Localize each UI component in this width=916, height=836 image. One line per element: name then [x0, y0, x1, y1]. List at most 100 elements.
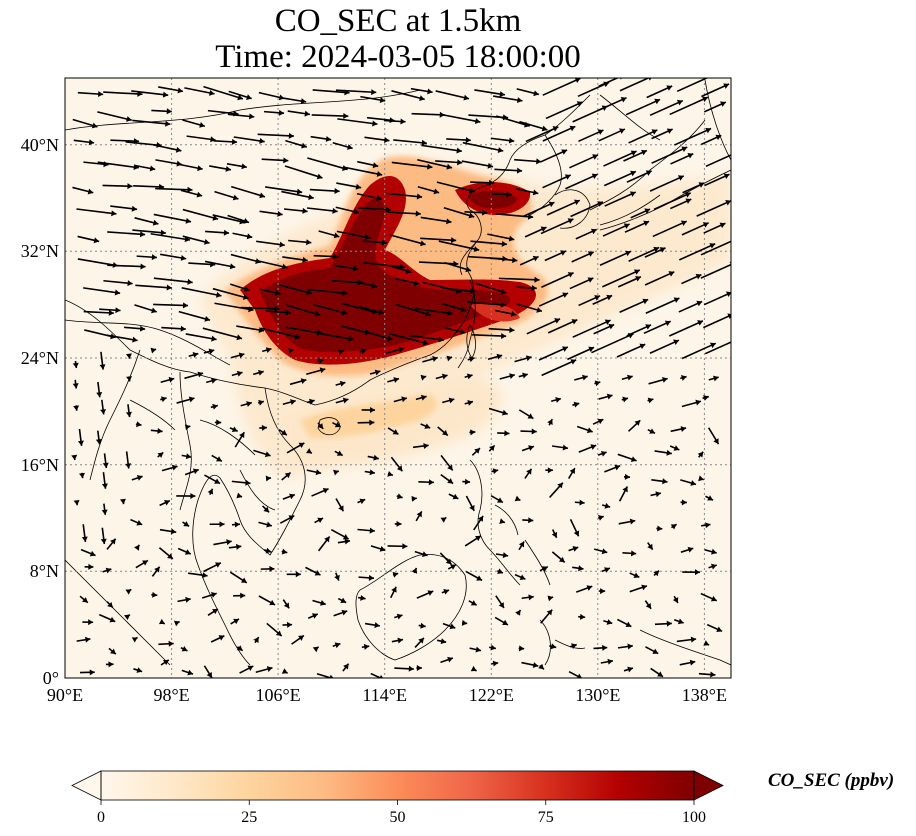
wind-vector-head: [551, 531, 558, 538]
co-concentration-field: [65, 78, 731, 678]
wind-vector-head: [312, 646, 319, 653]
wind-vector-head: [157, 452, 164, 458]
wind-vector-head: [150, 347, 157, 354]
wind-vector-head: [363, 643, 370, 650]
wind-vector-head: [498, 602, 504, 608]
colorbar-extend-max: [693, 770, 724, 801]
wind-vector: [336, 230, 371, 239]
wind-vector-head: [419, 95, 425, 102]
wind-vector-head: [333, 232, 340, 239]
wind-vector-head: [97, 91, 104, 98]
wind-vector-head: [705, 522, 711, 529]
wind-vector: [257, 133, 294, 137]
wind-vector-head: [232, 194, 239, 201]
wind-vector-head: [421, 139, 427, 146]
wind-vector-head: [343, 663, 349, 670]
wind-vector-head: [371, 282, 378, 289]
wind-vector-head: [192, 352, 199, 358]
wind-vector-head: [633, 269, 640, 275]
wind-vector-head: [100, 538, 107, 545]
wind-vector-head: [139, 231, 146, 238]
wind-vector: [669, 96, 709, 116]
wind-vector: [307, 288, 348, 295]
wind-vector-head: [317, 358, 324, 365]
wind-vector-head: [185, 596, 191, 603]
wind-vector-head: [592, 154, 598, 160]
wind-vector: [435, 90, 470, 100]
lat-tick-label: 0°: [43, 668, 59, 688]
wind-vector-head: [594, 295, 601, 301]
wind-vector: [417, 158, 453, 169]
wind-vector-head: [421, 551, 428, 557]
wind-vector: [495, 213, 534, 218]
wind-vector-head: [111, 210, 117, 217]
wind-vector-head: [231, 138, 238, 145]
wind-vector: [284, 165, 323, 179]
wind-vector: [678, 243, 716, 261]
wind-vector-head: [411, 567, 418, 574]
wind-vector: [155, 187, 193, 191]
wind-vector-head: [649, 428, 656, 434]
wind-vector-head: [716, 626, 723, 633]
wind-vector: [107, 231, 146, 236]
wind-vector-head: [298, 635, 304, 641]
wind-vector-head: [100, 409, 107, 415]
wind-vector-head: [709, 342, 716, 349]
wind-vector-head: [139, 325, 146, 332]
wind-vector-head: [372, 162, 379, 169]
wind-vector: [526, 318, 561, 335]
wind-vector-head: [124, 614, 130, 621]
wind-vector: [603, 150, 637, 167]
wind-vector: [616, 343, 646, 358]
wind-vector-head: [420, 622, 426, 629]
wind-vector-head: [210, 377, 217, 384]
wind-vector-head: [334, 421, 341, 428]
wind-vector-head: [567, 218, 574, 224]
wind-vector-head: [386, 335, 393, 342]
wind-vector-head: [685, 198, 692, 204]
wind-vector-head: [710, 595, 717, 602]
wind-vector: [441, 113, 481, 123]
wind-vector-head: [283, 602, 290, 609]
wind-vector-head: [634, 420, 641, 426]
wind-vector-head: [614, 464, 621, 471]
wind-vector-head: [418, 637, 424, 644]
wind-vector-head: [84, 636, 91, 643]
wind-vector: [230, 253, 261, 264]
wind-vector-head: [519, 574, 526, 580]
wind-vector-head: [199, 122, 205, 128]
wind-vector-head: [281, 548, 288, 555]
wind-vector-head: [681, 499, 687, 506]
wind-vector: [181, 287, 222, 297]
wind-vector-head: [702, 222, 709, 228]
wind-vector-head: [627, 666, 633, 673]
wind-vector-head: [713, 375, 719, 382]
wind-vector-head: [467, 400, 473, 406]
wind-vector-head: [470, 429, 476, 436]
wind-vector-head: [490, 644, 496, 651]
wind-vector: [132, 119, 171, 125]
wind-vector-head: [311, 613, 318, 619]
wind-vector-head: [709, 243, 716, 249]
wind-vector: [307, 157, 348, 171]
wind-vector-head: [215, 562, 221, 568]
wind-vector-head: [283, 157, 289, 164]
wind-vector-head: [532, 189, 539, 196]
wind-vector-head: [571, 319, 578, 325]
wind-vector-head: [359, 498, 366, 505]
wind-vector-head: [477, 515, 484, 522]
wind-vector: [337, 118, 378, 125]
wind-vector-head: [463, 94, 469, 101]
wind-vector-head: [711, 548, 717, 555]
wind-vector-head: [296, 188, 303, 195]
wind-vector-head: [99, 364, 106, 370]
wind-vector-head: [582, 374, 588, 381]
wind-vector-head: [343, 113, 349, 120]
lon-tick-label: 90°E: [47, 685, 83, 705]
wind-vector-head: [281, 429, 287, 436]
wind-vector-head: [226, 539, 232, 546]
wind-vector-head: [572, 546, 579, 552]
wind-vector-head: [184, 424, 191, 431]
wind-vector-head: [561, 149, 568, 155]
lon-tick-label: 130°E: [575, 685, 620, 705]
